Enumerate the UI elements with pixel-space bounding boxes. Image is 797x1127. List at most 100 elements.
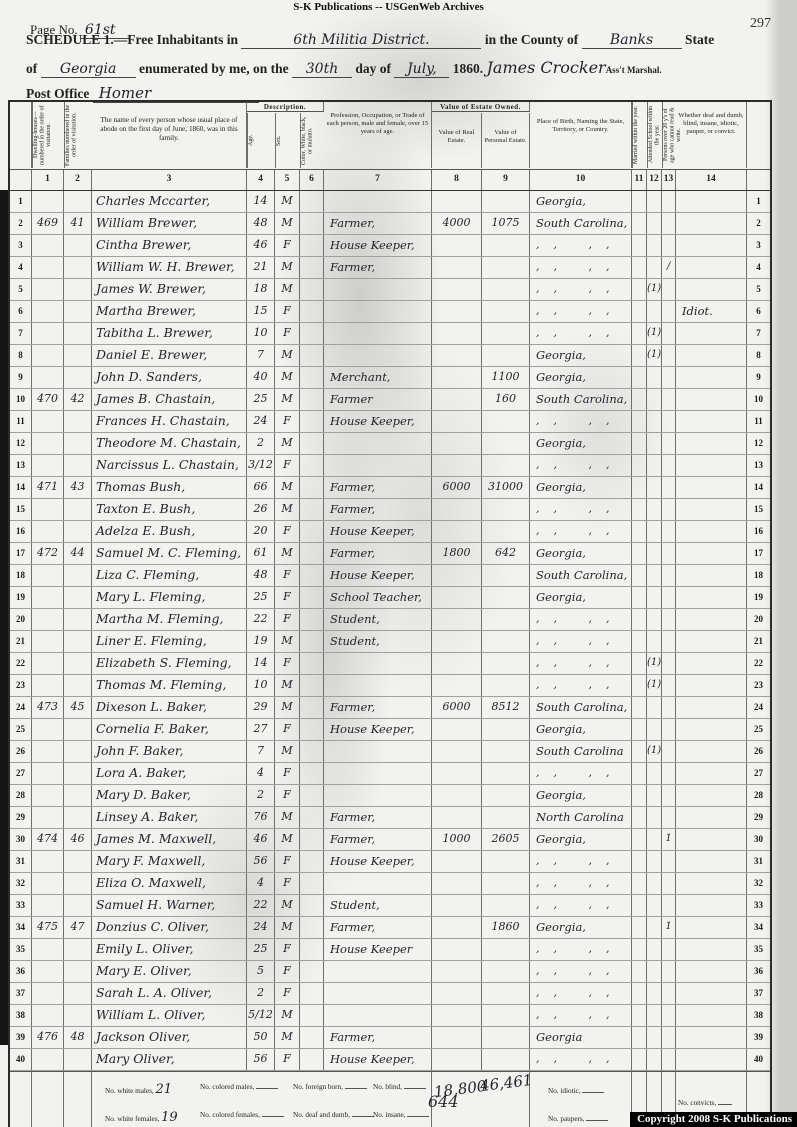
col14-header: Whether deaf and dumb, blind, insane, id… bbox=[676, 102, 747, 168]
cell-name: Jackson Oliver, bbox=[92, 1027, 247, 1048]
row-number-right: 23 bbox=[754, 680, 763, 690]
cell-family-number bbox=[64, 719, 92, 740]
cell-real-estate: 1000 bbox=[432, 829, 482, 850]
row-number-left: 16 bbox=[10, 521, 32, 542]
row-number-right: 30 bbox=[754, 834, 763, 844]
cell-sex: F bbox=[275, 939, 300, 960]
cell-name: William L. Oliver, bbox=[92, 1005, 247, 1026]
cell-personal-estate bbox=[482, 851, 530, 872]
cell-age: 25 bbox=[247, 587, 275, 608]
cell-real-estate bbox=[432, 785, 482, 806]
cell-real-estate bbox=[432, 345, 482, 366]
cell-sex: M bbox=[275, 895, 300, 916]
state-value: Georgia bbox=[59, 61, 117, 77]
cell-married bbox=[632, 587, 647, 608]
cell-real-estate bbox=[432, 939, 482, 960]
table-row: 16 Adelza E. Bush, 20 F House Keeper, ,, ,, 16 bbox=[10, 521, 770, 543]
row-number-right: 27 bbox=[754, 768, 763, 778]
row-number-right: 11 bbox=[754, 416, 763, 426]
table-row: 15 Taxton E. Bush, 26 M Farmer, ,, ,, 15 bbox=[10, 499, 770, 521]
cell-cannot-read: 1 bbox=[662, 829, 676, 850]
cell-occupation bbox=[324, 1005, 432, 1026]
cell-occupation: Farmer, bbox=[324, 543, 432, 564]
cell-color bbox=[300, 851, 324, 872]
cell-color bbox=[300, 609, 324, 630]
cell-married bbox=[632, 1005, 647, 1026]
cell-occupation bbox=[324, 279, 432, 300]
row-number-right: 24 bbox=[754, 702, 763, 712]
cell-sex: M bbox=[275, 807, 300, 828]
table-row: 23 Thomas M. Fleming, 10 M ,, ,, (1) 23 bbox=[10, 675, 770, 697]
cell-personal-estate bbox=[482, 1027, 530, 1048]
personal-estate-total: 46,461 bbox=[479, 1070, 534, 1096]
cell-sex: M bbox=[275, 499, 300, 520]
col3-num: 3 bbox=[92, 170, 247, 190]
cell-color bbox=[300, 1005, 324, 1026]
cell-real-estate bbox=[432, 1049, 482, 1070]
cell-dwelling-number: 470 bbox=[32, 389, 64, 410]
cell-sex: F bbox=[275, 653, 300, 674]
cell-sex: M bbox=[275, 917, 300, 938]
white-females-value: 19 bbox=[161, 1110, 178, 1125]
cell-occupation: Student, bbox=[324, 609, 432, 630]
cell-dwelling-number bbox=[32, 653, 64, 674]
cell-personal-estate bbox=[482, 983, 530, 1004]
table-row: 30 474 46 James M. Maxwell, 46 M Farmer, 1000 26… bbox=[10, 829, 770, 851]
cell-birthplace: ,, ,, bbox=[530, 323, 632, 344]
cell-occupation: House Keeper, bbox=[324, 235, 432, 256]
cell-personal-estate bbox=[482, 719, 530, 740]
cell-married bbox=[632, 653, 647, 674]
cell-remarks bbox=[676, 1049, 747, 1070]
cell-attended-school: (1) bbox=[647, 741, 662, 762]
cell-personal-estate bbox=[482, 939, 530, 960]
table-row: 18 Liza C. Fleming, 48 F House Keeper, South … bbox=[10, 565, 770, 587]
cell-family-number bbox=[64, 631, 92, 652]
table-row: 33 Samuel H. Warner, 22 M Student, ,, ,, 33 bbox=[10, 895, 770, 917]
cell-color bbox=[300, 411, 324, 432]
cell-occupation: Farmer, bbox=[324, 807, 432, 828]
cell-real-estate bbox=[432, 873, 482, 894]
cell-age: 48 bbox=[247, 213, 275, 234]
cell-occupation bbox=[324, 763, 432, 784]
cell-name: Elizabeth S. Fleming, bbox=[92, 653, 247, 674]
cell-color bbox=[300, 323, 324, 344]
year-value: 1860. bbox=[452, 61, 484, 76]
cell-family-number bbox=[64, 235, 92, 256]
cell-sex: F bbox=[275, 301, 300, 322]
cell-family-number bbox=[64, 301, 92, 322]
cell-color bbox=[300, 675, 324, 696]
cell-attended-school bbox=[647, 873, 662, 894]
cell-age: 7 bbox=[247, 741, 275, 762]
cell-attended-school: (1) bbox=[647, 279, 662, 300]
cell-attended-school bbox=[647, 829, 662, 850]
white-males-value: 21 bbox=[155, 1082, 173, 1097]
cell-remarks bbox=[676, 983, 747, 1004]
cell-age: 56 bbox=[247, 851, 275, 872]
row-number-left: 34 bbox=[10, 917, 32, 938]
cell-real-estate bbox=[432, 433, 482, 454]
cell-real-estate bbox=[432, 455, 482, 476]
cell-birthplace: South Carolina, bbox=[530, 697, 632, 718]
row-number-left: 10 bbox=[10, 389, 32, 410]
cell-real-estate bbox=[432, 521, 482, 542]
row-number-left: 27 bbox=[10, 763, 32, 784]
cell-personal-estate bbox=[482, 873, 530, 894]
cell-personal-estate bbox=[482, 433, 530, 454]
cell-remarks bbox=[676, 1005, 747, 1026]
cell-remarks bbox=[676, 279, 747, 300]
row-number-right: 37 bbox=[754, 988, 763, 998]
cell-real-estate: 4000 bbox=[432, 213, 482, 234]
cell-personal-estate bbox=[482, 653, 530, 674]
cell-attended-school bbox=[647, 719, 662, 740]
cell-personal-estate bbox=[482, 763, 530, 784]
col2-header: Families numbered in the order of visita… bbox=[64, 102, 92, 168]
cell-cannot-read bbox=[662, 543, 676, 564]
row-number-right: 2 bbox=[756, 218, 761, 228]
cell-married bbox=[632, 433, 647, 454]
cell-cannot-read bbox=[662, 1049, 676, 1070]
table-row: 28 Mary D. Baker, 2 F Georgia, 28 bbox=[10, 785, 770, 807]
cell-cannot-read bbox=[662, 587, 676, 608]
cell-color bbox=[300, 895, 324, 916]
cell-personal-estate: 642 bbox=[482, 543, 530, 564]
